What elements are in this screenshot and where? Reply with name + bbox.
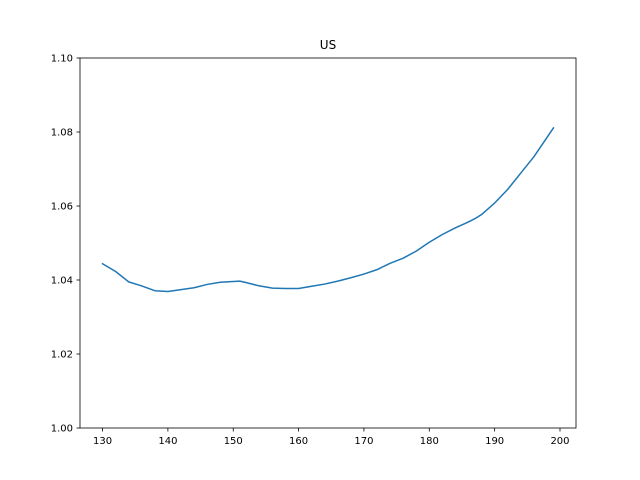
- x-tick-label: 130: [93, 436, 112, 447]
- x-tick-label: 170: [354, 436, 373, 447]
- x-tick-label: 160: [289, 436, 308, 447]
- x-tick-label: 200: [550, 436, 569, 447]
- y-tick-label: 1.00: [51, 424, 73, 435]
- x-tick-label: 190: [485, 436, 504, 447]
- y-tick-label: 1.08: [51, 128, 73, 139]
- y-tick-label: 1.10: [51, 54, 73, 65]
- y-tick-label: 1.04: [51, 276, 73, 287]
- series-line-0: [101, 126, 555, 293]
- x-tick-label: 180: [420, 436, 439, 447]
- x-tick-label: 140: [158, 436, 177, 447]
- chart-title: US: [320, 38, 336, 52]
- x-tick-label: 150: [224, 436, 243, 447]
- y-tick-label: 1.02: [51, 350, 73, 361]
- y-tick-label: 1.06: [51, 202, 73, 213]
- plot-frame: [79, 57, 577, 429]
